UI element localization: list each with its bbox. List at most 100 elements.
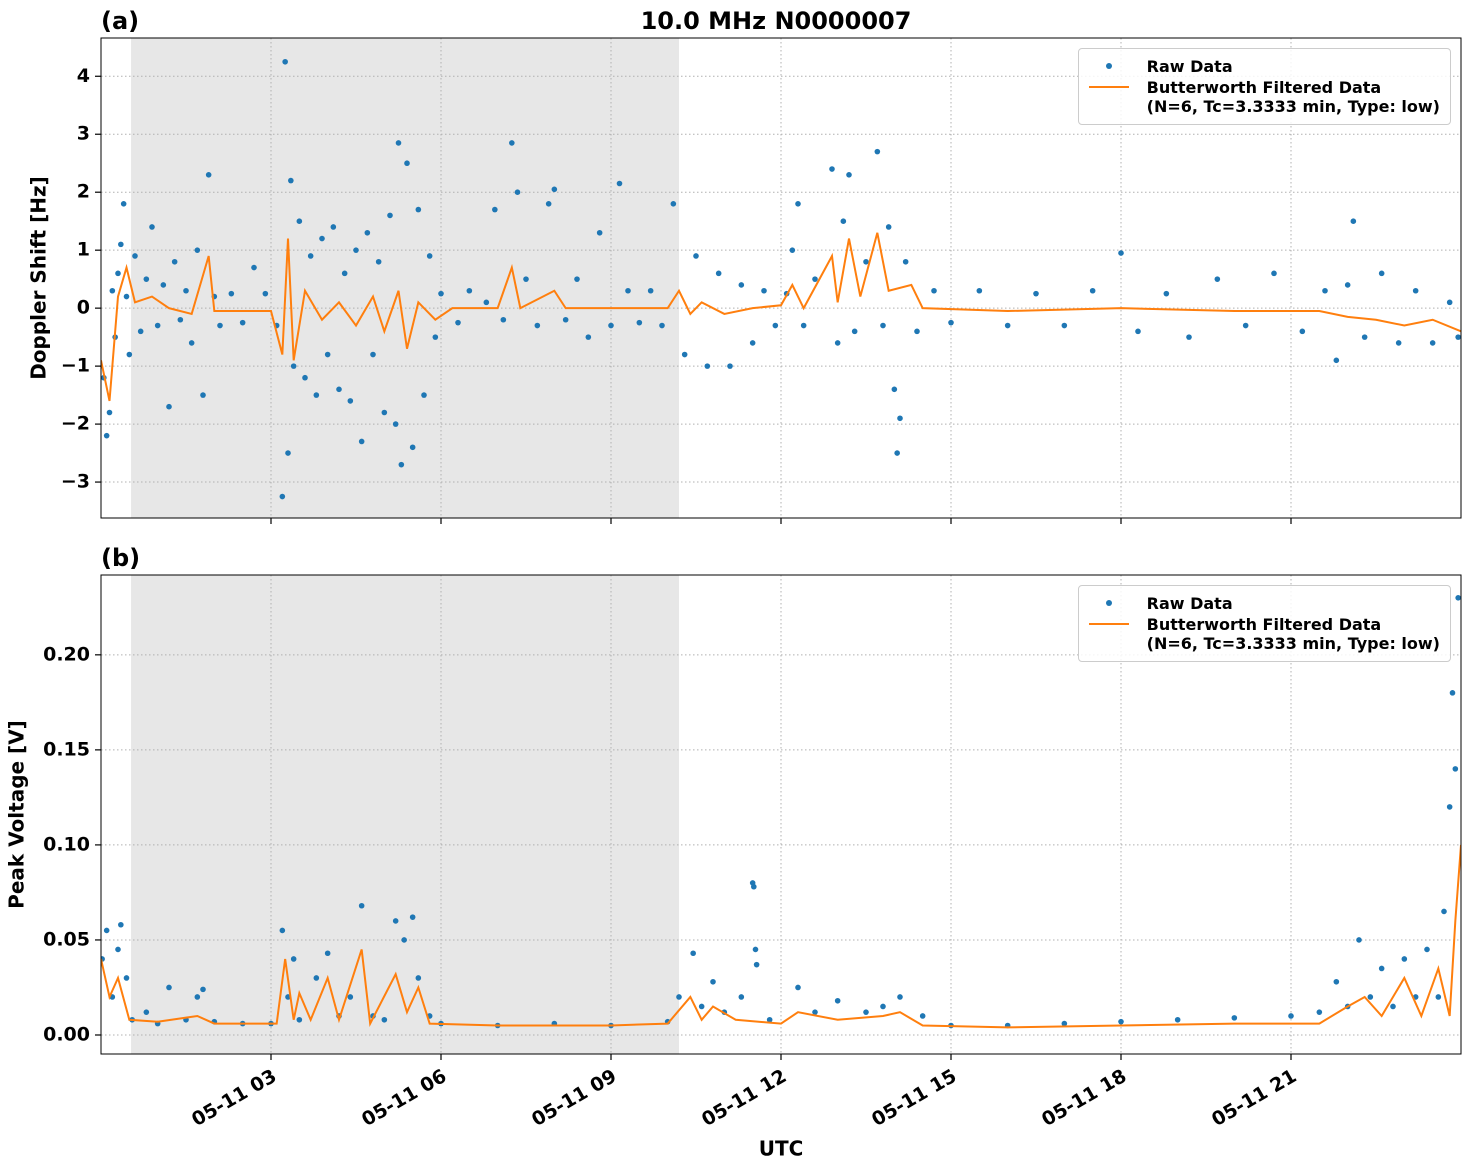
y-tick-label: 4 — [77, 65, 90, 87]
raw-point — [894, 450, 900, 456]
raw-point — [863, 258, 869, 265]
panel-label: (a) — [101, 7, 139, 35]
raw-point — [1367, 994, 1374, 1000]
raw-point — [863, 1009, 869, 1015]
raw-point — [239, 319, 246, 326]
y-tick-label: 0.20 — [43, 643, 90, 665]
legend-label: Butterworth Filtered Data (N=6, Tc=3.333… — [1146, 615, 1440, 653]
raw-point — [1135, 328, 1141, 335]
legend-marker — [1105, 600, 1112, 606]
raw-point — [132, 253, 138, 259]
y-tick-label: 1 — [77, 239, 90, 261]
raw-point — [228, 290, 235, 297]
raw-point — [401, 937, 407, 943]
x-tick-label: 05-11 18 — [1038, 1065, 1130, 1131]
plot-area — [101, 38, 1461, 518]
raw-point — [840, 218, 847, 224]
y-tick-label: 0.10 — [43, 833, 90, 855]
raw-point — [1361, 334, 1368, 340]
raw-point — [698, 1003, 705, 1010]
raw-point — [1299, 328, 1306, 335]
raw-point — [409, 914, 416, 920]
y-tick-label: 3 — [77, 123, 90, 145]
raw-point — [455, 319, 461, 326]
raw-point — [752, 946, 759, 953]
raw-point — [415, 975, 422, 981]
raw-point — [1242, 322, 1249, 329]
raw-point — [285, 450, 291, 456]
raw-point — [766, 1016, 773, 1023]
raw-point — [188, 340, 195, 346]
raw-point — [324, 351, 331, 358]
raw-point — [1186, 334, 1192, 340]
raw-point — [1271, 270, 1277, 277]
raw-point — [205, 172, 212, 178]
raw-point — [421, 392, 427, 398]
raw-point — [690, 950, 696, 957]
raw-point — [118, 241, 124, 248]
raw-point — [1435, 994, 1442, 1000]
raw-point — [358, 902, 365, 909]
raw-point — [749, 340, 756, 346]
shaded-span — [131, 38, 680, 518]
raw-point — [704, 363, 711, 369]
raw-point — [296, 218, 303, 224]
raw-point — [1118, 1018, 1124, 1025]
raw-point — [200, 392, 206, 398]
raw-point — [353, 247, 359, 253]
raw-point — [194, 994, 201, 1000]
raw-point — [738, 994, 745, 1000]
raw-point — [670, 200, 677, 207]
raw-point — [1412, 287, 1419, 294]
raw-point — [282, 58, 288, 65]
raw-point — [676, 994, 682, 1000]
raw-point — [976, 287, 983, 294]
raw-point — [279, 927, 286, 934]
raw-point — [302, 374, 308, 381]
x-tick-label: 05-11 03 — [188, 1065, 280, 1131]
raw-point — [387, 212, 393, 219]
raw-point — [897, 994, 903, 1000]
raw-point — [398, 461, 405, 468]
shaded-span — [131, 575, 680, 1054]
legend: Raw Data Butterworth Filtered Data (N=6, … — [1077, 585, 1451, 662]
raw-point — [347, 398, 354, 404]
raw-point — [738, 282, 745, 288]
raw-point — [500, 316, 507, 323]
raw-point — [647, 287, 654, 294]
legend: Raw Data Butterworth Filtered Data (N=6, … — [1077, 48, 1451, 125]
raw-point — [251, 264, 257, 271]
raw-point — [562, 316, 569, 323]
raw-point — [1322, 287, 1328, 294]
raw-point — [753, 961, 760, 968]
raw-point — [1333, 978, 1340, 985]
raw-point — [319, 235, 325, 242]
raw-point — [1004, 322, 1011, 329]
raw-point — [177, 316, 184, 323]
raw-point — [846, 172, 852, 178]
raw-point — [103, 432, 110, 439]
legend-entry: Raw Data — [1089, 57, 1440, 76]
raw-point — [1449, 690, 1456, 696]
raw-point — [183, 287, 189, 294]
x-tick-label: 05-11 09 — [528, 1065, 620, 1131]
raw-point — [1061, 322, 1068, 329]
y-tick-label: 2 — [77, 181, 90, 203]
raw-point — [761, 287, 767, 294]
raw-point — [330, 224, 337, 230]
raw-point — [795, 984, 801, 991]
raw-point — [919, 1013, 926, 1019]
raw-point — [812, 1009, 818, 1015]
raw-point — [313, 392, 320, 398]
y-tick-label: −1 — [61, 355, 90, 377]
raw-point — [1316, 1009, 1323, 1015]
raw-point — [109, 287, 116, 294]
filtered-line — [101, 844, 1461, 1029]
raw-point — [545, 200, 552, 207]
legend-key — [1105, 600, 1112, 606]
legend-marker — [1105, 63, 1112, 69]
raw-point — [1344, 282, 1351, 288]
raw-point — [392, 918, 399, 924]
raw-point — [885, 224, 892, 230]
raw-point — [1333, 357, 1340, 364]
